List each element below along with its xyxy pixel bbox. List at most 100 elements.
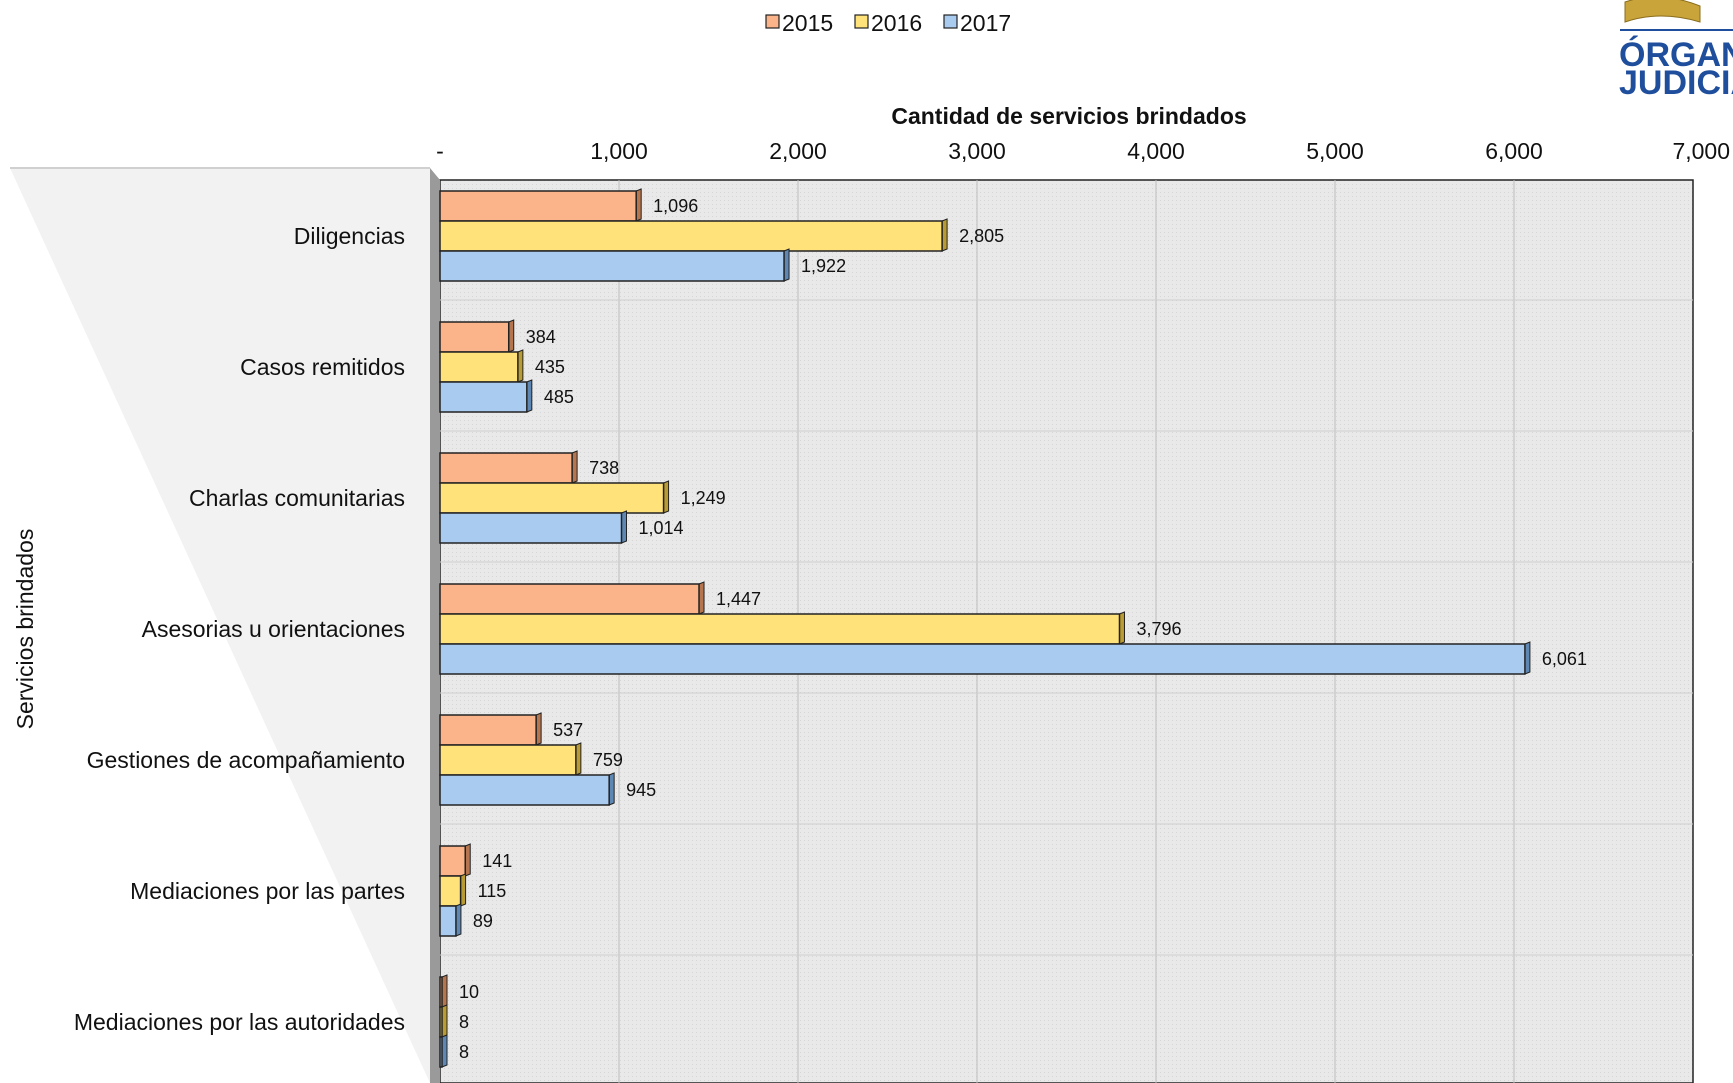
bar-rect bbox=[439, 714, 537, 746]
category-label-casos-remitidos: Casos remitidos bbox=[240, 354, 405, 380]
legend-swatch-2015 bbox=[765, 14, 780, 29]
bar-rect bbox=[439, 250, 785, 282]
bar-rect bbox=[439, 774, 610, 806]
legend: 2015 2016 2017 bbox=[765, 10, 1011, 36]
legend-label-2015: 2015 bbox=[782, 10, 833, 36]
bar-asesorias-u-orientaciones-2017: 6,061 bbox=[439, 641, 1587, 675]
legend-label-2016: 2016 bbox=[871, 10, 922, 36]
data-label: 485 bbox=[544, 387, 574, 407]
category-labels: Diligencias Casos remitidos Charlas comuni… bbox=[74, 223, 405, 1035]
data-label: 384 bbox=[526, 327, 556, 347]
bar-rect bbox=[439, 744, 577, 776]
bar-rect bbox=[439, 512, 623, 544]
bar-casos-remitidos-2017: 485 bbox=[439, 379, 574, 413]
data-label: 2,805 bbox=[959, 226, 1004, 246]
bar-side-face bbox=[635, 188, 642, 222]
x-tick-label: 1,000 bbox=[590, 138, 648, 164]
organo-judicial-logo: ÓRGANO JUDICIAL bbox=[1619, 0, 1733, 102]
category-label-diligencias: Diligencias bbox=[294, 223, 405, 249]
data-label: 89 bbox=[473, 911, 493, 931]
data-label: 1,096 bbox=[653, 196, 698, 216]
bar-mediaciones-por-las-partes-2017: 89 bbox=[439, 903, 493, 937]
bar-rect bbox=[439, 482, 665, 514]
x-tick-label: 7,000 bbox=[1672, 138, 1730, 164]
bar-rect bbox=[439, 845, 466, 877]
data-label: 945 bbox=[626, 780, 656, 800]
bar-rect bbox=[439, 905, 457, 937]
logo-line-2: JUDICIAL bbox=[1619, 64, 1733, 102]
bar-diligencias-2015: 1,096 bbox=[439, 188, 698, 222]
bar-rect bbox=[439, 321, 510, 353]
data-label: 759 bbox=[593, 750, 623, 770]
data-label: 6,061 bbox=[1542, 649, 1587, 669]
bars: 1,096 2,805 1,922 384 435 485 738 1,249 1,014 1,4… bbox=[439, 188, 1587, 1068]
category-label-asesorias-u-orientaciones: Asesorias u orientaciones bbox=[142, 616, 405, 642]
data-label: 738 bbox=[589, 458, 619, 478]
x-tick-label: 3,000 bbox=[948, 138, 1006, 164]
bar-diligencias-2017: 1,922 bbox=[439, 248, 846, 282]
bar-rect bbox=[439, 190, 637, 222]
bar-gestiones-de-acompanamiento-2015: 537 bbox=[439, 712, 583, 746]
bar-rect bbox=[439, 351, 519, 383]
bar-rect bbox=[439, 1036, 443, 1068]
category-label-mediaciones-por-las-autoridades: Mediaciones por las autoridades bbox=[74, 1009, 405, 1035]
data-label: 1,249 bbox=[681, 488, 726, 508]
data-label: 8 bbox=[459, 1042, 469, 1062]
legend-swatch-2017 bbox=[943, 14, 958, 29]
bar-rect bbox=[439, 613, 1121, 645]
data-label: 435 bbox=[535, 357, 565, 377]
data-label: 3,796 bbox=[1136, 619, 1181, 639]
bar-rect bbox=[439, 583, 700, 615]
bar-mediaciones-por-las-partes-2016: 115 bbox=[439, 873, 507, 907]
bar-side-face bbox=[783, 248, 790, 282]
data-label: 10 bbox=[459, 982, 479, 1002]
bar-rect bbox=[439, 452, 573, 484]
bar-side-face bbox=[608, 772, 615, 806]
bar-charlas-comunitarias-2016: 1,249 bbox=[439, 480, 726, 514]
x-axis-ticks: - 1,000 2,000 3,000 4,000 5,000 6,000 7,000 bbox=[436, 138, 1730, 164]
data-label: 1,922 bbox=[801, 256, 846, 276]
bar-rect bbox=[439, 643, 1526, 675]
category-label-charlas-comunitarias: Charlas comunitarias bbox=[189, 485, 405, 511]
bar-rect bbox=[439, 220, 943, 252]
data-label: 141 bbox=[482, 851, 512, 871]
bar-side-face bbox=[464, 843, 471, 877]
logo-line-1: ÓRGANO bbox=[1619, 36, 1733, 74]
bar-mediaciones-por-las-autoridades-2015: 10 bbox=[439, 974, 479, 1008]
x-tick-label: 5,000 bbox=[1306, 138, 1364, 164]
bar-gestiones-de-acompanamiento-2017: 945 bbox=[439, 772, 656, 806]
bar-rect bbox=[439, 381, 528, 413]
data-label: 115 bbox=[478, 881, 507, 901]
side-wall bbox=[10, 168, 440, 1083]
bar-rect bbox=[439, 875, 462, 907]
bar-side-face bbox=[575, 742, 582, 776]
y-axis-title: Servicios brindados bbox=[12, 529, 38, 730]
legend-label-2017: 2017 bbox=[960, 10, 1011, 36]
bar-charlas-comunitarias-2017: 1,014 bbox=[439, 510, 684, 544]
data-label: 1,014 bbox=[639, 518, 684, 538]
category-label-gestiones-de-acompanamiento: Gestiones de acompañamiento bbox=[87, 747, 405, 773]
x-tick-label: 6,000 bbox=[1485, 138, 1543, 164]
data-label: 537 bbox=[553, 720, 583, 740]
bar-mediaciones-por-las-autoridades-2017: 8 bbox=[439, 1034, 469, 1068]
x-axis-title: Cantidad de servicios brindados bbox=[891, 103, 1246, 129]
bar-asesorias-u-orientaciones-2015: 1,447 bbox=[439, 581, 761, 615]
x-tick-label: - bbox=[436, 138, 444, 164]
data-label: 1,447 bbox=[716, 589, 761, 609]
data-label: 8 bbox=[459, 1012, 469, 1032]
logo-emblem bbox=[1624, 0, 1701, 23]
floor-wall bbox=[430, 168, 440, 1083]
bar-diligencias-2016: 2,805 bbox=[439, 218, 1004, 252]
bar-charlas-comunitarias-2015: 738 bbox=[439, 450, 619, 484]
x-tick-label: 2,000 bbox=[769, 138, 827, 164]
x-tick-label: 4,000 bbox=[1127, 138, 1185, 164]
legend-swatch-2016 bbox=[854, 14, 869, 29]
bar-rect bbox=[439, 976, 443, 1008]
bar-asesorias-u-orientaciones-2016: 3,796 bbox=[439, 611, 1182, 645]
bar-casos-remitidos-2015: 384 bbox=[439, 319, 556, 353]
bar-rect bbox=[439, 1006, 443, 1038]
category-label-mediaciones-por-las-partes: Mediaciones por las partes bbox=[130, 878, 405, 904]
bar-side-face bbox=[698, 581, 705, 615]
